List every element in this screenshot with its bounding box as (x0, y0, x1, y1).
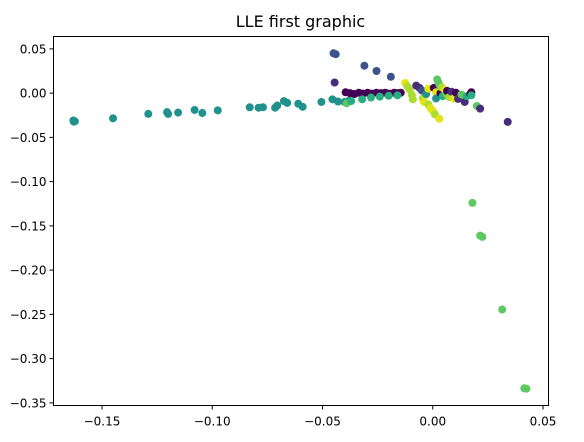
y-tick-label: −0.10 (10, 175, 47, 189)
y-tick-label: −0.20 (10, 264, 47, 278)
y-tick-label: −0.05 (10, 131, 47, 145)
scatter-point (372, 67, 381, 76)
x-tick-label: 0.05 (530, 415, 557, 429)
scatter-point (498, 305, 507, 314)
y-tick-label: −0.35 (10, 396, 47, 410)
scatter-point (393, 91, 402, 100)
scatter-point (375, 92, 384, 101)
scatter-point (360, 61, 369, 70)
scatter-point (386, 72, 395, 81)
scatter-point (273, 101, 282, 110)
scatter-point (408, 95, 417, 104)
scatter-point (384, 91, 393, 100)
scatter-point (522, 384, 531, 393)
x-axis: −0.15 −0.10 −0.05 0.00 0.05 (84, 405, 557, 429)
scatter-point (432, 94, 441, 103)
scatter-point (358, 95, 367, 104)
scatter-point (109, 114, 118, 123)
scatter-point (258, 103, 267, 112)
y-tick-label: 0.05 (20, 42, 47, 56)
x-tick-label: −0.05 (304, 415, 341, 429)
scatter-point (213, 106, 222, 115)
scatter-point (283, 98, 292, 107)
scatter-point (144, 109, 153, 118)
x-tick-label: 0.00 (419, 415, 446, 429)
scatter-point (70, 117, 79, 126)
scatter-point (174, 108, 183, 117)
x-tick-label: −0.10 (194, 415, 231, 429)
scatter-point (298, 102, 307, 111)
y-tick-label: −0.30 (10, 352, 47, 366)
plot-frame (53, 36, 549, 406)
scatter-point (330, 78, 339, 87)
scatter-point (347, 97, 356, 106)
scatter-point (245, 103, 254, 112)
scatter-point (331, 50, 340, 59)
y-axis: 0.05 0.00 −0.05 −0.10 −0.15 −0.20 −0.25 −0.30 −0… (10, 42, 54, 410)
scatter-point (317, 97, 326, 106)
scatter-point (198, 109, 207, 118)
scatter-point (367, 93, 376, 102)
y-tick-label: 0.00 (20, 87, 47, 101)
scatter-point (190, 105, 199, 114)
x-tick-label: −0.15 (84, 415, 121, 429)
chart-title: LLE first graphic (236, 12, 365, 31)
scatter-point (468, 198, 477, 207)
scatter-point (435, 114, 444, 123)
y-tick-label: −0.15 (10, 219, 47, 233)
scatter-point (478, 232, 487, 241)
scatter-points (69, 49, 531, 393)
scatter-point (164, 109, 173, 118)
y-tick-label: −0.25 (10, 308, 47, 322)
scatter-point (503, 117, 512, 126)
scatter-point (333, 97, 342, 106)
scatter-point (476, 104, 485, 113)
scatter-point (467, 91, 476, 100)
